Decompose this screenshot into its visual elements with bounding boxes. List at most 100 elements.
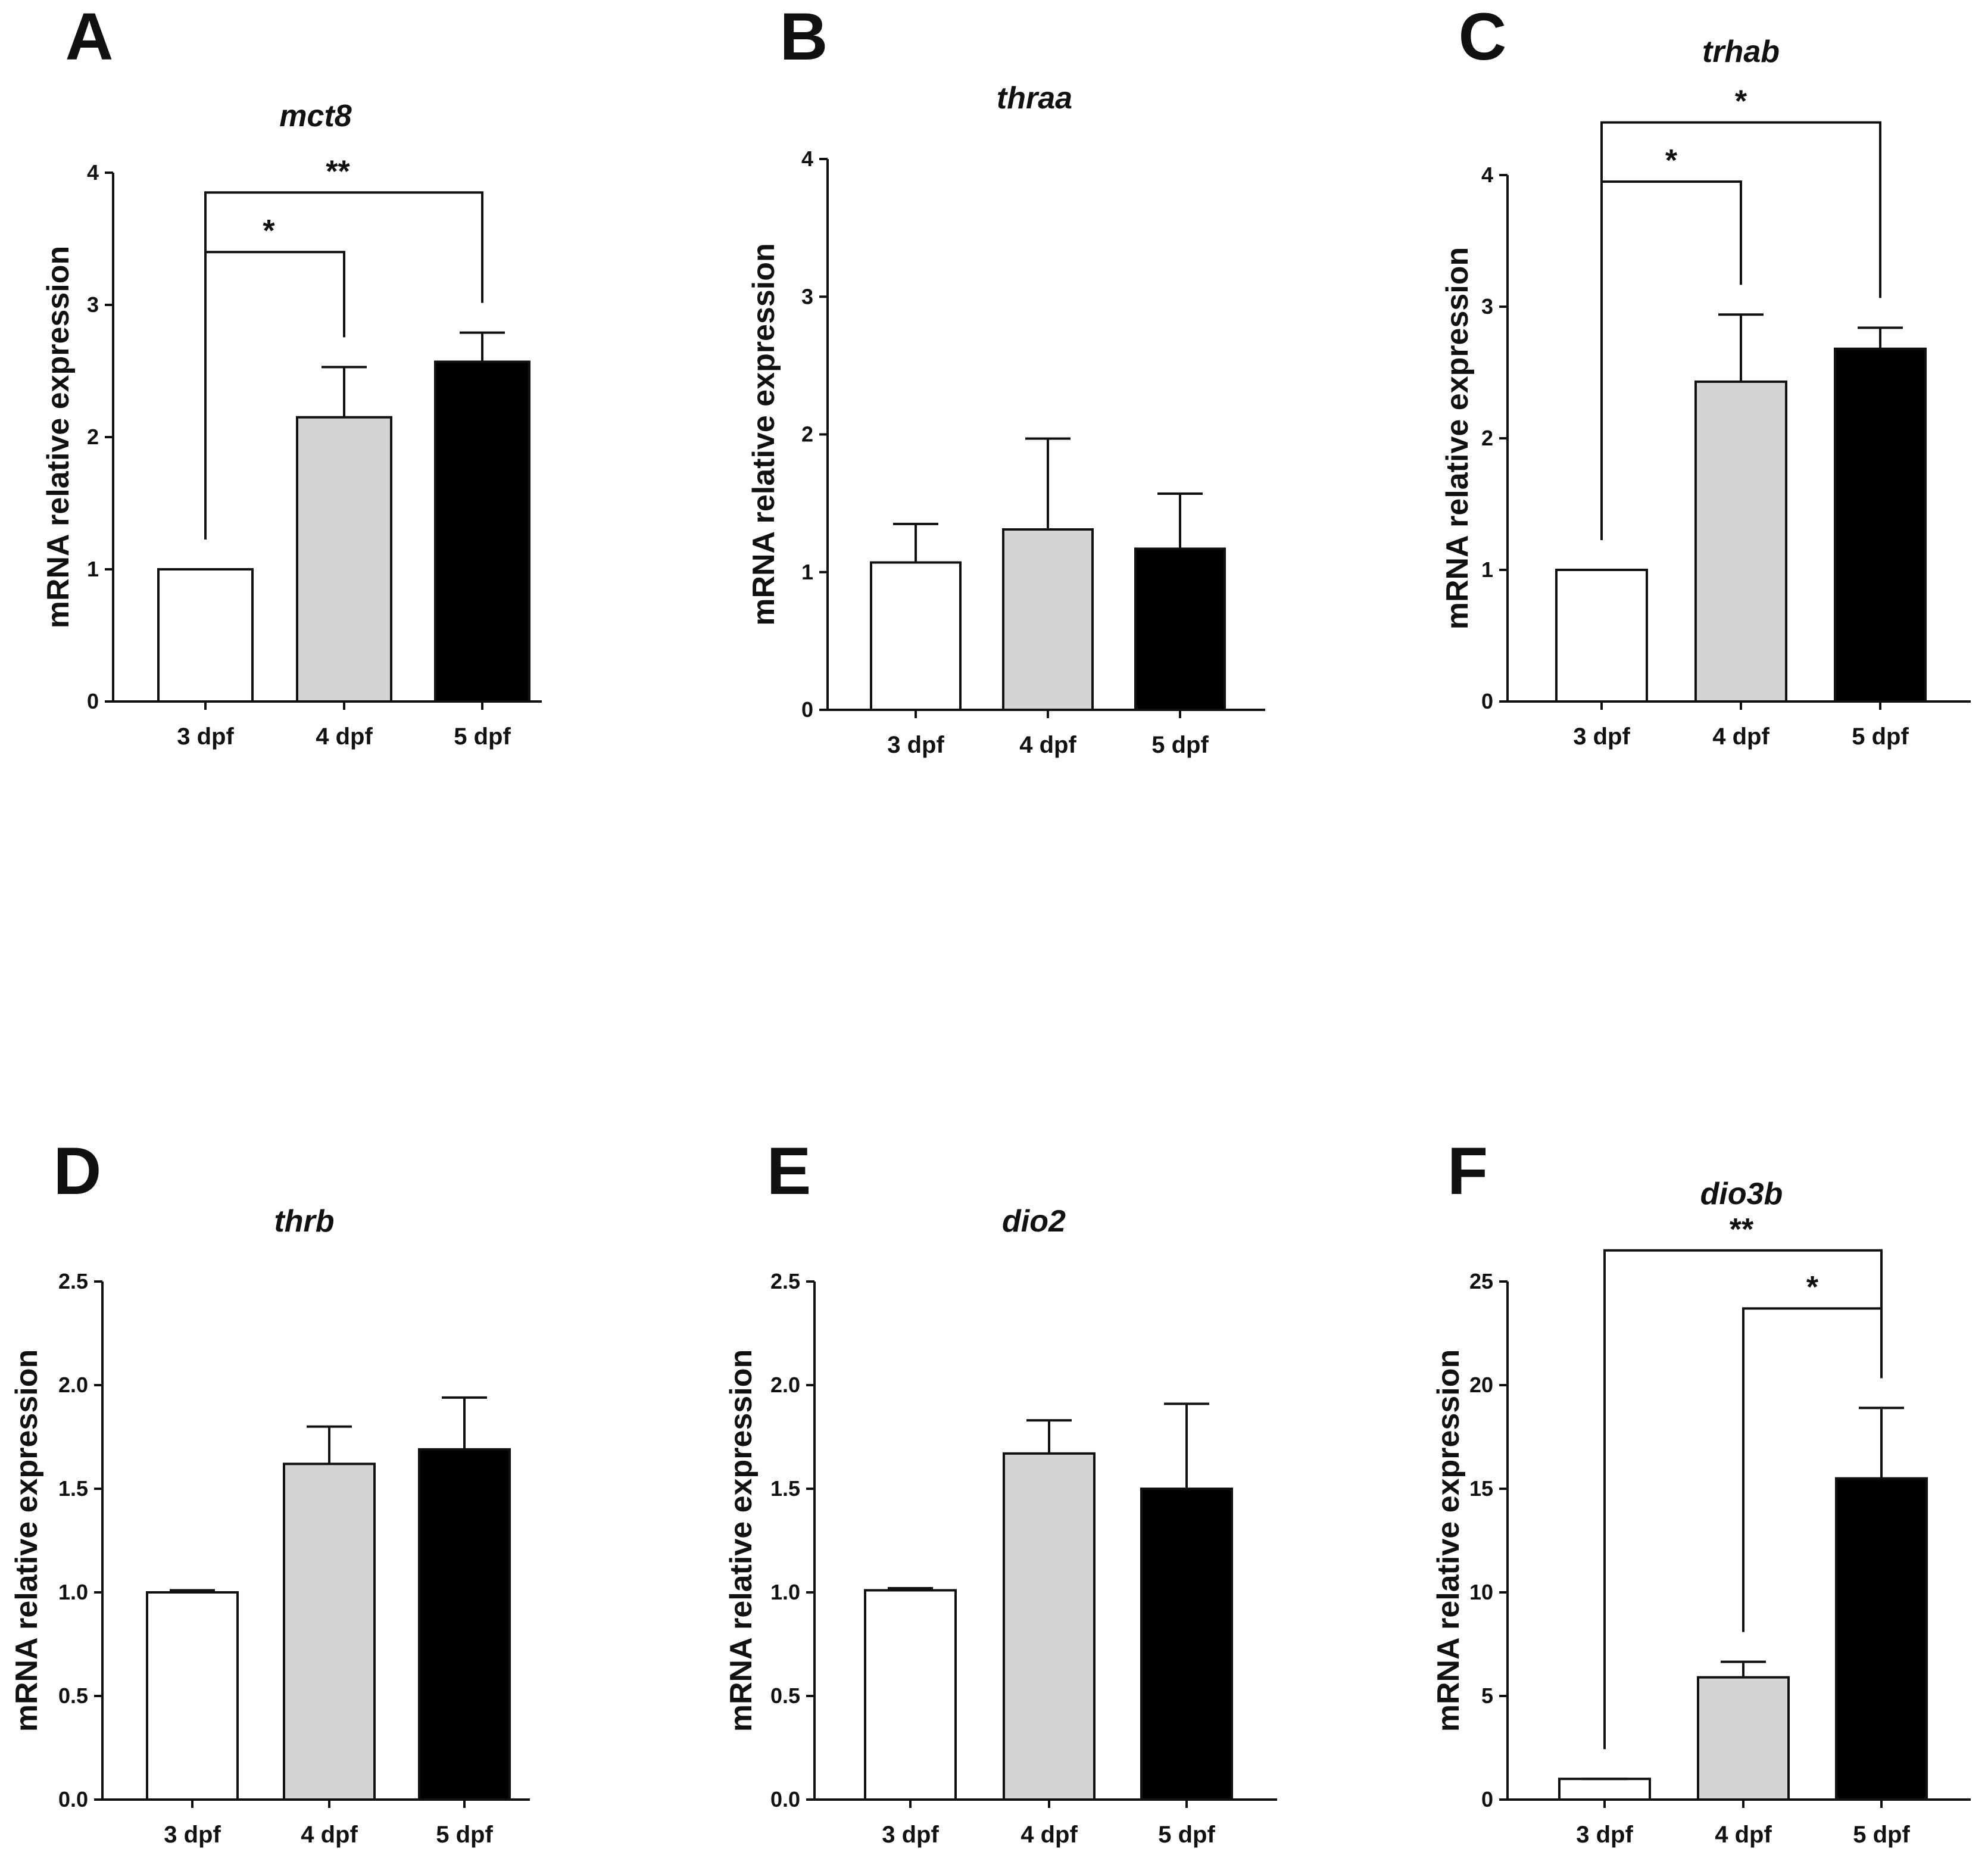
y-tick-label: 2.5 [770,1269,800,1293]
x-tick-label: 5 dpf [1158,1822,1215,1848]
panel-letter: F [1447,1134,1488,1208]
y-tick-label: 2 [87,425,99,449]
significance-label: ** [326,154,350,189]
bar-3-dpf [146,1591,239,1801]
y-tick-label: 0 [87,689,99,713]
x-tick-label: 3 dpf [887,732,944,758]
y-tick-label: 3 [87,292,99,317]
y-tick-label: 1 [801,560,813,584]
y-tick-label: 20 [1469,1373,1493,1397]
x-tick-label: 3 dpf [177,724,234,750]
bar-5-dpf [1134,547,1226,711]
significance-bracket [204,191,483,540]
significance-bracket [1603,1249,1883,1750]
y-tick-label: 0.5 [58,1683,88,1708]
bar-5-dpf [418,1448,511,1801]
bar-5-dpf [1835,1477,1928,1801]
bar-3-dpf [1558,1778,1651,1801]
y-tick-label: 0 [1481,689,1493,713]
y-tick-label: 1 [87,557,99,581]
y-tick-label: 15 [1469,1476,1493,1501]
y-tick-label: 2.5 [58,1269,88,1293]
x-tick-label: 5 dpf [1852,724,1909,750]
chart-title: thrb [274,1204,334,1239]
y-tick-label: 0 [1481,1787,1493,1812]
chart-title: mct8 [279,99,351,133]
x-tick-label: 4 dpf [301,1822,358,1848]
panel-letter: D [54,1134,102,1208]
bar-3-dpf [864,1589,957,1801]
y-axis-label: mRNA relative expression [747,243,781,626]
x-tick-label: 5 dpf [1151,732,1209,758]
y-axis-label: mRNA relative expression [10,1349,44,1732]
x-tick-label: 3 dpf [164,1822,221,1848]
significance-bracket [1600,121,1881,540]
x-tick-label: 5 dpf [454,724,511,750]
y-tick-label: 10 [1469,1580,1493,1604]
y-tick-label: 4 [1481,163,1493,187]
bar-5-dpf [1140,1488,1233,1801]
significance-label: * [1735,85,1747,119]
y-tick-label: 3 [1481,294,1493,319]
panel-letter: E [767,1134,812,1208]
bar-4-dpf [296,416,392,703]
y-tick-label: 1 [1481,557,1493,582]
bar-4-dpf [1694,380,1787,703]
bar-3-dpf [157,568,254,703]
y-tick-label: 2 [1481,426,1493,450]
y-axis-label: mRNA relative expression [724,1349,759,1732]
x-tick-label: 5 dpf [1853,1822,1910,1848]
x-tick-label: 4 dpf [1019,732,1076,758]
chart-title: dio3b [1700,1177,1783,1211]
y-tick-label: 1.0 [58,1580,88,1604]
y-axis-label: mRNA relative expression [41,246,76,629]
y-tick-label: 0.5 [770,1683,800,1708]
y-tick-label: 1.5 [770,1476,800,1501]
bar-3-dpf [1555,569,1648,703]
y-tick-label: 1.5 [58,1476,88,1501]
y-tick-label: 3 [801,284,813,308]
y-tick-label: 1.0 [770,1580,800,1604]
x-tick-label: 3 dpf [882,1822,939,1848]
bar-5-dpf [434,360,530,703]
significance-label: * [1665,144,1678,178]
bar-4-dpf [1003,1452,1096,1801]
bar-3-dpf [870,561,962,711]
y-axis-label: mRNA relative expression [1431,1349,1466,1732]
panel-letter: C [1459,0,1507,74]
x-tick-label: 4 dpf [1715,1822,1772,1848]
bar-5-dpf [1834,347,1927,703]
y-axis-label: mRNA relative expression [1440,247,1475,630]
significance-label: ** [1730,1212,1754,1247]
panel-letter: B [780,0,828,74]
bar-4-dpf [1002,528,1094,711]
panel-letter: A [65,0,114,74]
y-tick-label: 0.0 [58,1787,88,1812]
y-tick-label: 5 [1481,1683,1493,1708]
chart-title: trhab [1702,35,1780,69]
y-tick-label: 25 [1469,1269,1493,1293]
y-tick-label: 2.0 [770,1373,800,1397]
x-tick-label: 4 dpf [316,724,373,750]
chart-title: thraa [997,81,1072,116]
x-tick-label: 3 dpf [1573,724,1630,750]
significance-label: * [263,214,275,248]
y-tick-label: 0.0 [770,1787,800,1812]
x-tick-label: 3 dpf [1576,1822,1633,1848]
x-tick-label: 4 dpf [1712,724,1769,750]
y-tick-label: 4 [87,160,99,185]
x-tick-label: 4 dpf [1020,1822,1078,1848]
significance-label: * [1806,1270,1819,1305]
bar-4-dpf [283,1463,376,1801]
x-tick-label: 5 dpf [436,1822,493,1848]
y-tick-label: 2.0 [58,1373,88,1397]
y-tick-label: 2 [801,422,813,447]
